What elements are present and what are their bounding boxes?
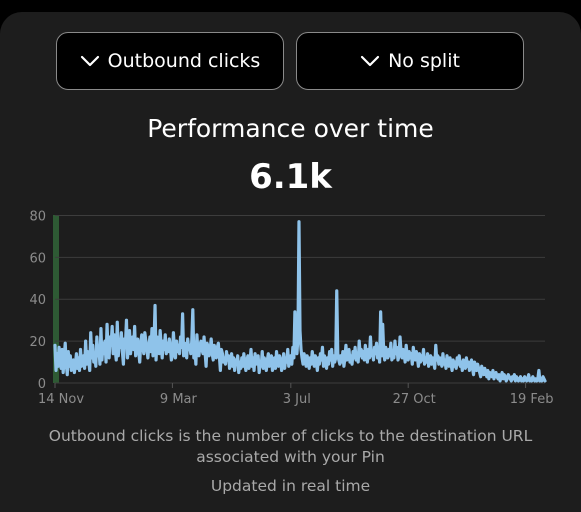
x-tick-label: 3 Jul [283,392,311,407]
chevron-down-icon [80,55,99,67]
split-dropdown-label: No split [388,50,460,72]
y-tick-label: 40 [29,293,46,308]
x-tick-label: 9 Mar [160,392,198,407]
metric-dropdown[interactable]: Outbound clicks [56,32,284,90]
analytics-card [0,12,581,512]
x-tick-label: 27 Oct [393,392,436,407]
chevron-down-icon [360,55,380,67]
update-status: Updated in real time [210,477,371,495]
split-dropdown[interactable]: No split [296,32,524,90]
y-tick-label: 20 [29,335,46,350]
y-tick-label: 60 [29,251,46,266]
status-bar-area [0,0,581,12]
x-tick-label: 19 Feb [510,392,554,407]
chart-title: Performance over time [147,114,434,143]
y-tick-label: 0 [38,377,46,392]
metric-dropdown-label: Outbound clicks [107,50,261,72]
performance-chart: 0 20 40 60 80 14 Nov 9 Mar 3 Jul 27 Oct 19 Feb [29,209,554,407]
y-tick-label: 80 [29,209,46,224]
total-value: 6.1k [249,157,332,197]
metric-description: Outbound clicks is the number of clicks … [48,427,533,466]
series-line [53,220,547,383]
x-tick-label: 14 Nov [38,392,84,407]
